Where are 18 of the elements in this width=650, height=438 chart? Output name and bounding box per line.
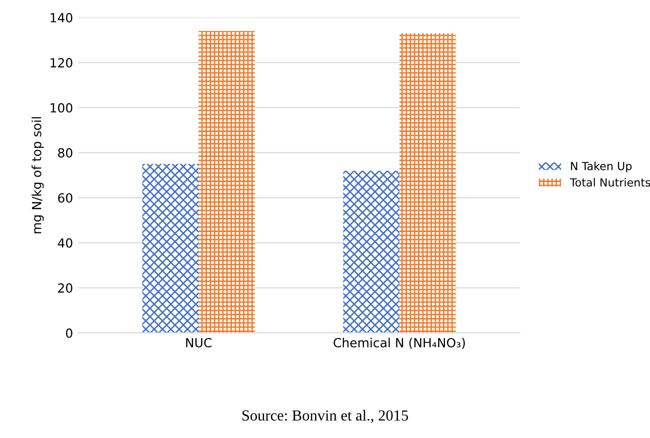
y-tick-label: 140 [50, 12, 72, 22]
bar [399, 33, 456, 333]
y-tick-label: 20 [58, 283, 72, 293]
source-note: Source: Bonvin et al., 2015 [242, 410, 408, 423]
legend-label: Total Nutrients [570, 178, 650, 187]
x-tick-label: NUC [186, 338, 212, 348]
y-tick-label: 100 [50, 103, 72, 113]
y-tick-label: 0 [66, 328, 72, 338]
legend-label: N Taken Up [571, 162, 632, 172]
y-tick-label: 40 [58, 238, 72, 248]
bar [198, 31, 255, 333]
y-tick-label: 120 [50, 58, 72, 68]
y-tick-label: 80 [58, 148, 72, 158]
y-axis-title: mg N/kg of top soil [32, 117, 44, 234]
bar [343, 170, 400, 333]
y-tick-label: 60 [58, 193, 72, 203]
x-tick-label: Chemical N (NH₄NO₃) [334, 338, 465, 349]
bar [142, 164, 199, 333]
